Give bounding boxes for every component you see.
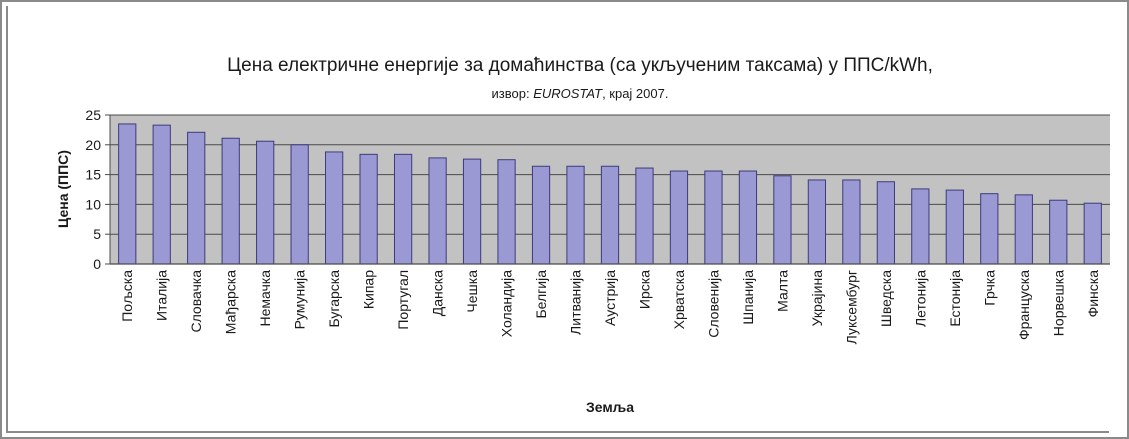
x-tick-label: Норвешка xyxy=(1050,270,1066,336)
subtitle-source: EUROSTAT xyxy=(533,86,603,101)
x-tick-label: Словачка xyxy=(188,270,204,333)
y-tick-label: 20 xyxy=(85,137,101,153)
bars xyxy=(118,123,1102,265)
bar xyxy=(428,157,447,265)
bar xyxy=(876,181,895,265)
y-tick-label: 10 xyxy=(85,196,101,212)
bar xyxy=(256,140,275,265)
y-tick-label: 5 xyxy=(93,226,101,242)
bar xyxy=(807,179,827,265)
chart-title: Цена електричне енергије за домаћинства … xyxy=(227,55,933,76)
y-tick-label: 0 xyxy=(93,256,101,272)
bar xyxy=(221,137,240,265)
x-tick-label: Данска xyxy=(430,270,446,316)
bar xyxy=(911,188,930,265)
subtitle-prefix: извор: xyxy=(492,86,534,101)
bar xyxy=(945,189,964,265)
x-tick-label: Украјина xyxy=(809,270,825,327)
x-tick-label: Естонија xyxy=(947,270,963,327)
x-tick-label: Летонија xyxy=(912,270,928,327)
x-tick-label: Луксембург xyxy=(843,270,859,344)
x-tick-label: Италија xyxy=(154,270,170,321)
x-tick-label: Грчка xyxy=(981,270,997,306)
y-axis-label: Цена (ППС) xyxy=(55,150,71,228)
bar xyxy=(773,175,792,265)
bar xyxy=(600,165,620,265)
bar xyxy=(669,170,689,265)
subtitle-suffix: , крај 2007. xyxy=(602,86,668,101)
x-tick-label: Румунија xyxy=(292,270,308,330)
bar xyxy=(980,193,999,265)
bar xyxy=(1049,199,1068,265)
bar xyxy=(359,153,378,265)
x-tick-label: Мађарска xyxy=(223,270,239,334)
bar xyxy=(531,165,551,265)
bar xyxy=(152,124,171,265)
bar xyxy=(462,158,482,265)
bar xyxy=(118,123,137,265)
bar xyxy=(325,151,344,265)
bar xyxy=(842,179,861,265)
x-tick-label: Аустрија xyxy=(602,270,618,326)
bar xyxy=(497,159,516,265)
x-tick-label: Малта xyxy=(774,270,790,312)
x-tick-label: Пољска xyxy=(119,270,135,322)
x-tick-label: Немачка xyxy=(257,270,273,327)
x-tick-label: Ирска xyxy=(636,270,652,309)
x-tick-label: Холандија xyxy=(499,270,515,337)
y-tick-labels: 0 5 10 15 20 25 xyxy=(85,107,110,272)
x-tick-label: Хрватска xyxy=(671,270,687,330)
x-tick-label: Шпанија xyxy=(740,270,756,325)
x-tick-labels: Пољска Италија Словачка Мађарска Немачка Руму… xyxy=(119,270,1101,345)
bar xyxy=(1014,194,1033,265)
x-tick-label: Бугарска xyxy=(326,270,342,328)
chart-subtitle: извор: EUROSTAT, крај 2007. xyxy=(492,86,669,101)
x-tick-label: Португал xyxy=(395,270,411,330)
bar xyxy=(738,170,758,265)
x-tick-label: Словенија xyxy=(705,270,721,338)
x-tick-label: Литванија xyxy=(568,270,584,335)
y-tick-label: 15 xyxy=(85,167,101,183)
inner-border xyxy=(6,6,1109,433)
x-tick-label: Чешка xyxy=(464,270,480,313)
bar xyxy=(635,167,654,265)
bar xyxy=(290,144,309,265)
x-tick-label: Белгија xyxy=(533,270,549,319)
bar xyxy=(1083,202,1102,265)
x-tick-label: Француска xyxy=(1016,270,1032,340)
y-tick-label: 25 xyxy=(85,107,101,123)
bar xyxy=(704,170,723,265)
bar xyxy=(187,131,206,265)
x-tick-label: Финска xyxy=(1085,270,1101,318)
x-tick-label: Кипар xyxy=(361,270,377,309)
bar xyxy=(566,165,585,265)
bar xyxy=(393,153,413,265)
x-axis-label: Земља xyxy=(586,399,634,415)
x-tick-label: Шведска xyxy=(878,270,894,327)
